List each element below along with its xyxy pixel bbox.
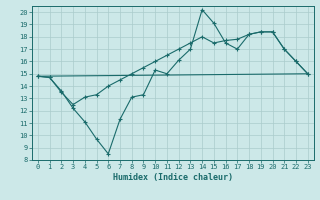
- X-axis label: Humidex (Indice chaleur): Humidex (Indice chaleur): [113, 173, 233, 182]
